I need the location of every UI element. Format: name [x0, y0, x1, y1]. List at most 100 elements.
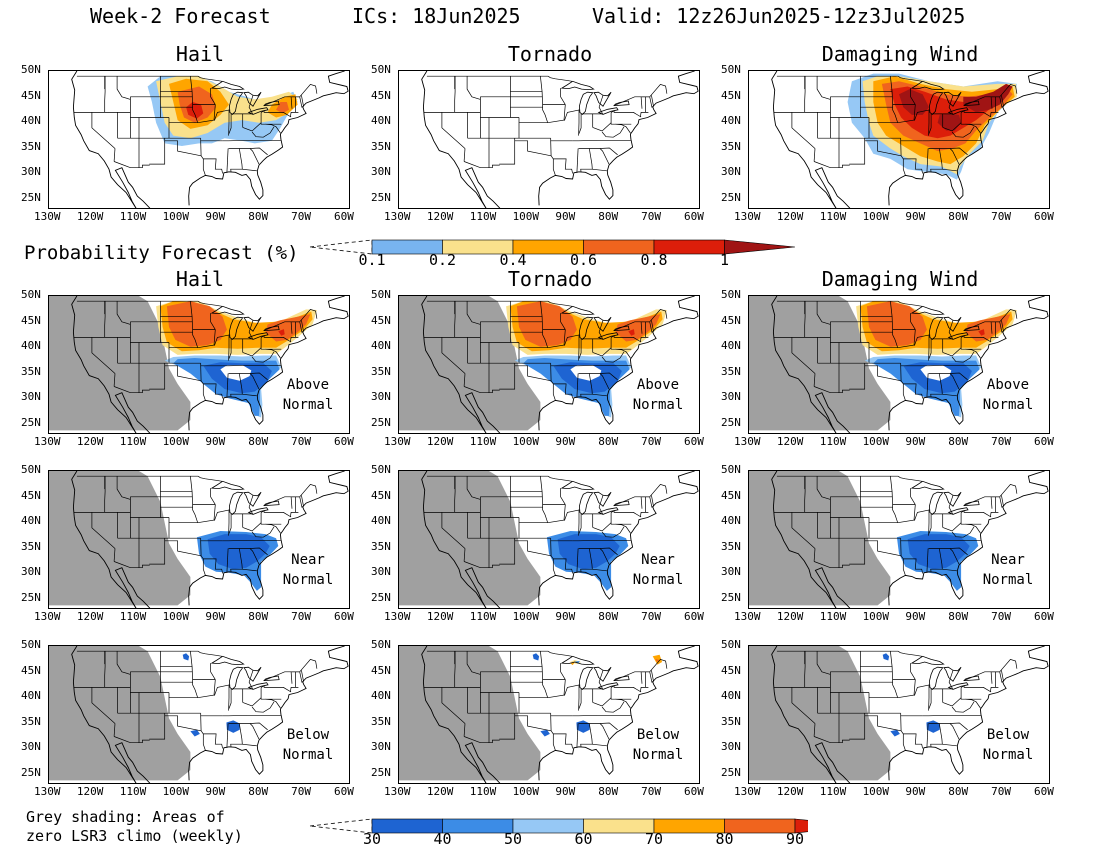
state-boundary — [226, 548, 229, 573]
lon-tick-label: 90W — [555, 435, 576, 448]
state-boundary — [897, 650, 923, 657]
state-boundary — [499, 138, 516, 165]
lat-tick-label: 45N — [21, 488, 41, 502]
state-boundary — [864, 540, 902, 557]
lon-tick-label: 130W — [384, 785, 411, 798]
lon-tick-label: 110W — [469, 435, 497, 448]
lat-tick-label: 50N — [371, 463, 391, 476]
state-boundary — [210, 488, 216, 505]
lon-tick-label: 60W — [684, 610, 704, 623]
great-lake-outline — [947, 682, 969, 690]
state-boundary — [164, 715, 202, 732]
great-lake-outline — [210, 305, 245, 316]
below-blue-al — [926, 720, 940, 733]
lat-tick-label: 40N — [721, 689, 741, 703]
pacific-coastline — [71, 296, 151, 433]
great-lake-outline — [228, 316, 244, 340]
lon-tick-label: 60W — [1034, 610, 1054, 623]
lon-tick-label: 120W — [426, 210, 454, 223]
state-boundary — [989, 337, 999, 343]
state-boundary — [900, 138, 906, 176]
great-lake-outline — [593, 316, 612, 332]
state-boundary — [241, 168, 257, 172]
state-boundary — [601, 351, 625, 363]
lat-tick-label: 45N — [371, 313, 391, 327]
lon-tick-label: 100W — [162, 785, 190, 798]
title-hail-top: Hail — [175, 42, 225, 66]
state-boundary — [849, 363, 866, 390]
great-lake-outline — [560, 480, 595, 491]
gulf-atlantic-coastline — [188, 471, 349, 606]
state-boundary — [914, 684, 930, 696]
colorbar-end-triangle — [724, 239, 796, 255]
state-boundary — [564, 509, 580, 521]
great-lake-outline — [243, 666, 262, 682]
state-boundary — [228, 147, 268, 156]
lat-tick-label: 30N — [371, 390, 391, 404]
lat-tick-label: 40N — [721, 114, 741, 128]
pacific-coastline — [421, 71, 501, 208]
state-boundary — [265, 523, 281, 534]
state-boundary — [1001, 320, 1004, 332]
state-boundary — [547, 475, 573, 482]
ics-title: ICs: 18Jun2025 — [352, 4, 521, 28]
lat-tick-label: 45N — [721, 488, 741, 502]
lon-tick-label: 100W — [862, 210, 890, 223]
state-boundary — [640, 96, 643, 109]
great-lake-outline — [943, 91, 962, 107]
above-red-core — [628, 329, 635, 336]
state-boundary — [578, 113, 582, 134]
state-boundary — [598, 670, 604, 690]
above-redorange-ne — [615, 314, 661, 342]
state-boundary — [990, 96, 993, 109]
state-boundary — [910, 88, 916, 105]
lat-tick-label: 35N — [21, 539, 41, 553]
state-boundary — [197, 75, 223, 82]
colorbar-label: 50 — [503, 830, 523, 848]
lat-tick-label: 40N — [371, 514, 391, 528]
lat-tick-label: 45N — [371, 88, 391, 102]
state-boundary — [910, 313, 916, 330]
lon-tick-label: 120W — [76, 210, 104, 223]
state-boundary — [463, 386, 500, 394]
category-annotation: Near Normal — [973, 550, 1043, 590]
state-boundary — [290, 96, 293, 109]
great-lake-outline — [243, 491, 262, 507]
state-boundary — [265, 348, 281, 359]
state-boundary — [564, 684, 580, 696]
lat-tick-label: 30N — [21, 565, 41, 579]
state-boundary — [942, 522, 962, 532]
state-boundary — [991, 496, 1003, 508]
state-boundary — [251, 351, 275, 363]
state-boundary — [553, 383, 573, 399]
title-wind-2: Damaging Wind — [821, 267, 979, 291]
lon-tick-label: 80W — [248, 785, 269, 798]
state-boundary — [540, 301, 549, 348]
state-boundary — [948, 320, 954, 340]
state-boundary — [641, 496, 653, 508]
state-boundary — [260, 510, 292, 518]
state-boundary — [210, 313, 216, 330]
state-boundary — [550, 138, 556, 176]
gulf-atlantic-coastline — [538, 646, 699, 781]
state-boundary — [960, 335, 992, 343]
lon-tick-label: 90W — [555, 785, 576, 798]
state-boundary — [813, 561, 850, 569]
state-boundary — [190, 476, 199, 523]
state-boundary — [641, 671, 653, 683]
lon-tick-label: 80W — [948, 610, 969, 623]
lat-tick-label: 25N — [371, 416, 391, 429]
state-boundary — [640, 321, 643, 334]
state-boundary — [949, 148, 960, 165]
state-boundary — [651, 495, 654, 507]
state-boundary — [576, 148, 579, 173]
state-boundary — [610, 112, 632, 125]
great-lake-outline — [247, 507, 269, 515]
great-lake-outline — [560, 655, 595, 666]
state-boundary — [903, 558, 923, 574]
wind-darkred-ne — [963, 83, 1013, 113]
lat-tick-label: 45N — [721, 313, 741, 327]
state-boundary — [564, 334, 580, 346]
great-lake-outline — [263, 325, 280, 332]
state-boundary — [960, 110, 992, 118]
